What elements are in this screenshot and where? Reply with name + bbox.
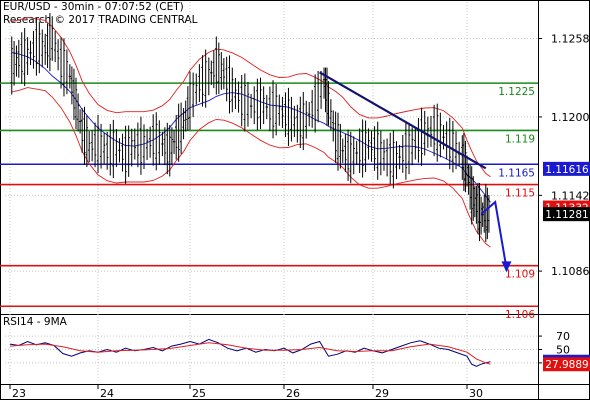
rsi-panel-label: RSI14 - 9MA xyxy=(3,316,67,328)
moving-average-line xyxy=(11,52,491,203)
rsi-badge-box xyxy=(543,357,590,372)
bollinger-lower-line xyxy=(11,87,491,248)
level-label: 1.109 xyxy=(505,269,535,281)
chart-header-copyright: Research © 2017 TRADING CENTRAL xyxy=(3,14,198,26)
price-badge-box xyxy=(543,161,590,176)
downtrend-line xyxy=(319,71,487,170)
forecast-arrowhead xyxy=(501,261,512,273)
y-tick-label: 1.1200 xyxy=(551,111,590,124)
rsi14-line xyxy=(9,338,491,367)
x-tick-label: 29 xyxy=(375,387,389,400)
level-label: 1.1165 xyxy=(498,167,535,179)
level-label: 1.115 xyxy=(505,188,535,200)
price-badge-label: 1.11281 xyxy=(545,209,588,221)
rsi-9ma-line xyxy=(9,342,491,365)
chart-header-title: EUR/USD - 30min - 07:07:52 (CET) xyxy=(3,1,184,13)
x-tick-label: 26 xyxy=(286,387,300,400)
x-tick-label: 23 xyxy=(12,387,26,400)
x-tick-label: 24 xyxy=(100,387,114,400)
y-tick-label: 1.1142 xyxy=(551,189,590,202)
forecast-arrow-line xyxy=(480,200,508,269)
x-tick-label: 25 xyxy=(192,387,206,400)
price-badge-label: 1.11616 xyxy=(545,164,589,176)
rsi-badge-label: 27.9889 xyxy=(545,359,588,371)
y-tick-label: 1.1086 xyxy=(551,265,590,278)
level-label: 1.1225 xyxy=(498,86,535,98)
price-badge-box xyxy=(543,207,590,222)
level-label: 1.106 xyxy=(505,309,535,321)
bollinger-upper-line xyxy=(11,16,491,178)
rsi-y-tick-label: 50 xyxy=(556,344,570,357)
y-tick-label: 1.1258 xyxy=(551,33,590,46)
level-label: 1.119 xyxy=(505,133,535,145)
x-tick-label: 30 xyxy=(469,387,483,400)
rsi-y-tick-label: 70 xyxy=(556,330,570,343)
